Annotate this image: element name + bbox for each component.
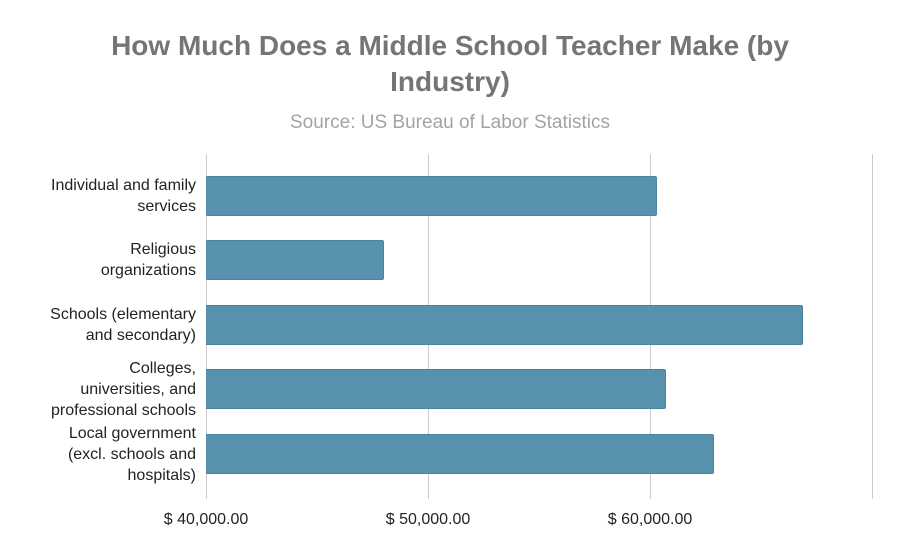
chart-title: How Much Does a Middle School Teacher Ma… — [0, 28, 900, 100]
category-label: Schools (elementary and secondary) — [50, 306, 196, 344]
bar[interactable] — [206, 240, 384, 280]
x-tick-label: $ 50,000.00 — [385, 511, 471, 528]
bar[interactable] — [206, 434, 714, 474]
category-label: Colleges, universities, and professional s… — [51, 360, 196, 419]
bar[interactable] — [206, 369, 666, 409]
bar[interactable] — [206, 176, 657, 216]
category-label: Religious organizations — [100, 241, 196, 279]
bar[interactable] — [206, 305, 803, 345]
chart-title-line-2: Industry) — [390, 66, 510, 97]
chart-title-line-1: How Much Does a Middle School Teacher Ma… — [111, 30, 789, 61]
chart-subtitle: Source: US Bureau of Labor Statistics — [290, 112, 610, 133]
category-label: Local government (excl. schools and hospit… — [67, 425, 196, 484]
x-tick-label: $ 60,000.00 — [607, 511, 693, 528]
x-tick-label: $ 40,000.00 — [163, 511, 249, 528]
category-label: Individual and family services — [51, 177, 196, 215]
gridline — [872, 154, 873, 499]
